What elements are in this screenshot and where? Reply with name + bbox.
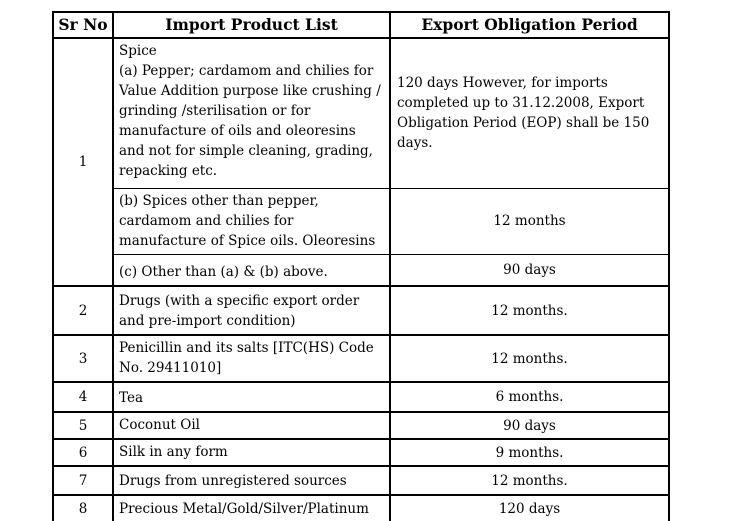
table-row-1c: (c) Other than (a) & (b) above. 90 days: [53, 253, 670, 287]
table-row-1b: (b) Spices other than pepper, cardamom a…: [53, 187, 670, 255]
cell-product-3: Penicillin and its salts [ITC(HS) Code N…: [112, 334, 391, 383]
cell-product-5: Coconut Oil: [112, 411, 391, 440]
cell-period-1b: 12 months: [389, 187, 670, 255]
table-row-6: 6 Silk in any form 9 months.: [52, 438, 670, 467]
cell-period-5: 90 days: [389, 411, 670, 440]
table-row-8: 8 Precious Metal/Gold/Silver/Platinum 12…: [52, 494, 670, 521]
cell-product-7: Drugs from unregistered sources: [112, 465, 391, 496]
cell-sr-no-3: 3: [52, 334, 114, 383]
table-row-1a: 1 Spice (a) Pepper; cardamom and chilies…: [52, 37, 670, 287]
table-header: Sr No Import Product List Export Obligat…: [52, 11, 670, 39]
header-cell-import-product-list: Import Product List: [112, 11, 391, 39]
cell-product-2: Drugs (with a specific export order and …: [112, 285, 391, 336]
cell-period-4: 6 months.: [389, 381, 670, 413]
header-cell-sr-no: Sr No: [52, 11, 114, 39]
header-row: Sr No Import Product List Export Obligat…: [52, 11, 670, 39]
cell-period-6: 9 months.: [389, 438, 670, 467]
table-row-4: 4 Tea 6 months.: [52, 381, 670, 413]
cell-sr-no-2: 2: [52, 285, 114, 336]
cell-period-2: 12 months.: [389, 285, 670, 336]
cell-product-1a: Spice (a) Pepper; cardamom and chilies f…: [112, 37, 391, 189]
export-obligation-table: Sr No Import Product List Export Obligat…: [52, 11, 670, 521]
table-row-7: 7 Drugs from unregistered sources 12 mon…: [52, 465, 670, 496]
table-row-2: 2 Drugs (with a specific export order an…: [52, 285, 670, 336]
table-body: 1 Spice (a) Pepper; cardamom and chilies…: [52, 37, 670, 521]
cell-period-1c: 90 days: [389, 253, 670, 287]
cell-sr-no-1: 1: [52, 37, 114, 287]
table-row-5: 5 Coconut Oil 90 days: [52, 411, 670, 440]
cell-period-7: 12 months.: [389, 465, 670, 496]
cell-period-1a: 120 days However, for imports completed …: [389, 37, 670, 189]
cell-product-1b: (b) Spices other than pepper, cardamom a…: [112, 187, 391, 255]
cell-product-8: Precious Metal/Gold/Silver/Platinum: [112, 494, 391, 521]
cell-sr-no-4: 4: [52, 381, 114, 413]
cell-sr-no-8: 8: [52, 494, 114, 521]
cell-product-4: Tea: [112, 381, 391, 413]
cell-sr-no-7: 7: [52, 465, 114, 496]
cell-sr-no-6: 6: [52, 438, 114, 467]
table-row-3: 3 Penicillin and its salts [ITC(HS) Code…: [52, 334, 670, 383]
cell-period-3: 12 months.: [389, 334, 670, 383]
cell-sr-no-5: 5: [52, 411, 114, 440]
cell-product-1c: (c) Other than (a) & (b) above.: [112, 253, 391, 287]
cell-product-6: Silk in any form: [112, 438, 391, 467]
cell-period-8: 120 days: [389, 494, 670, 521]
header-cell-export-obligation-period: Export Obligation Period: [389, 11, 670, 39]
